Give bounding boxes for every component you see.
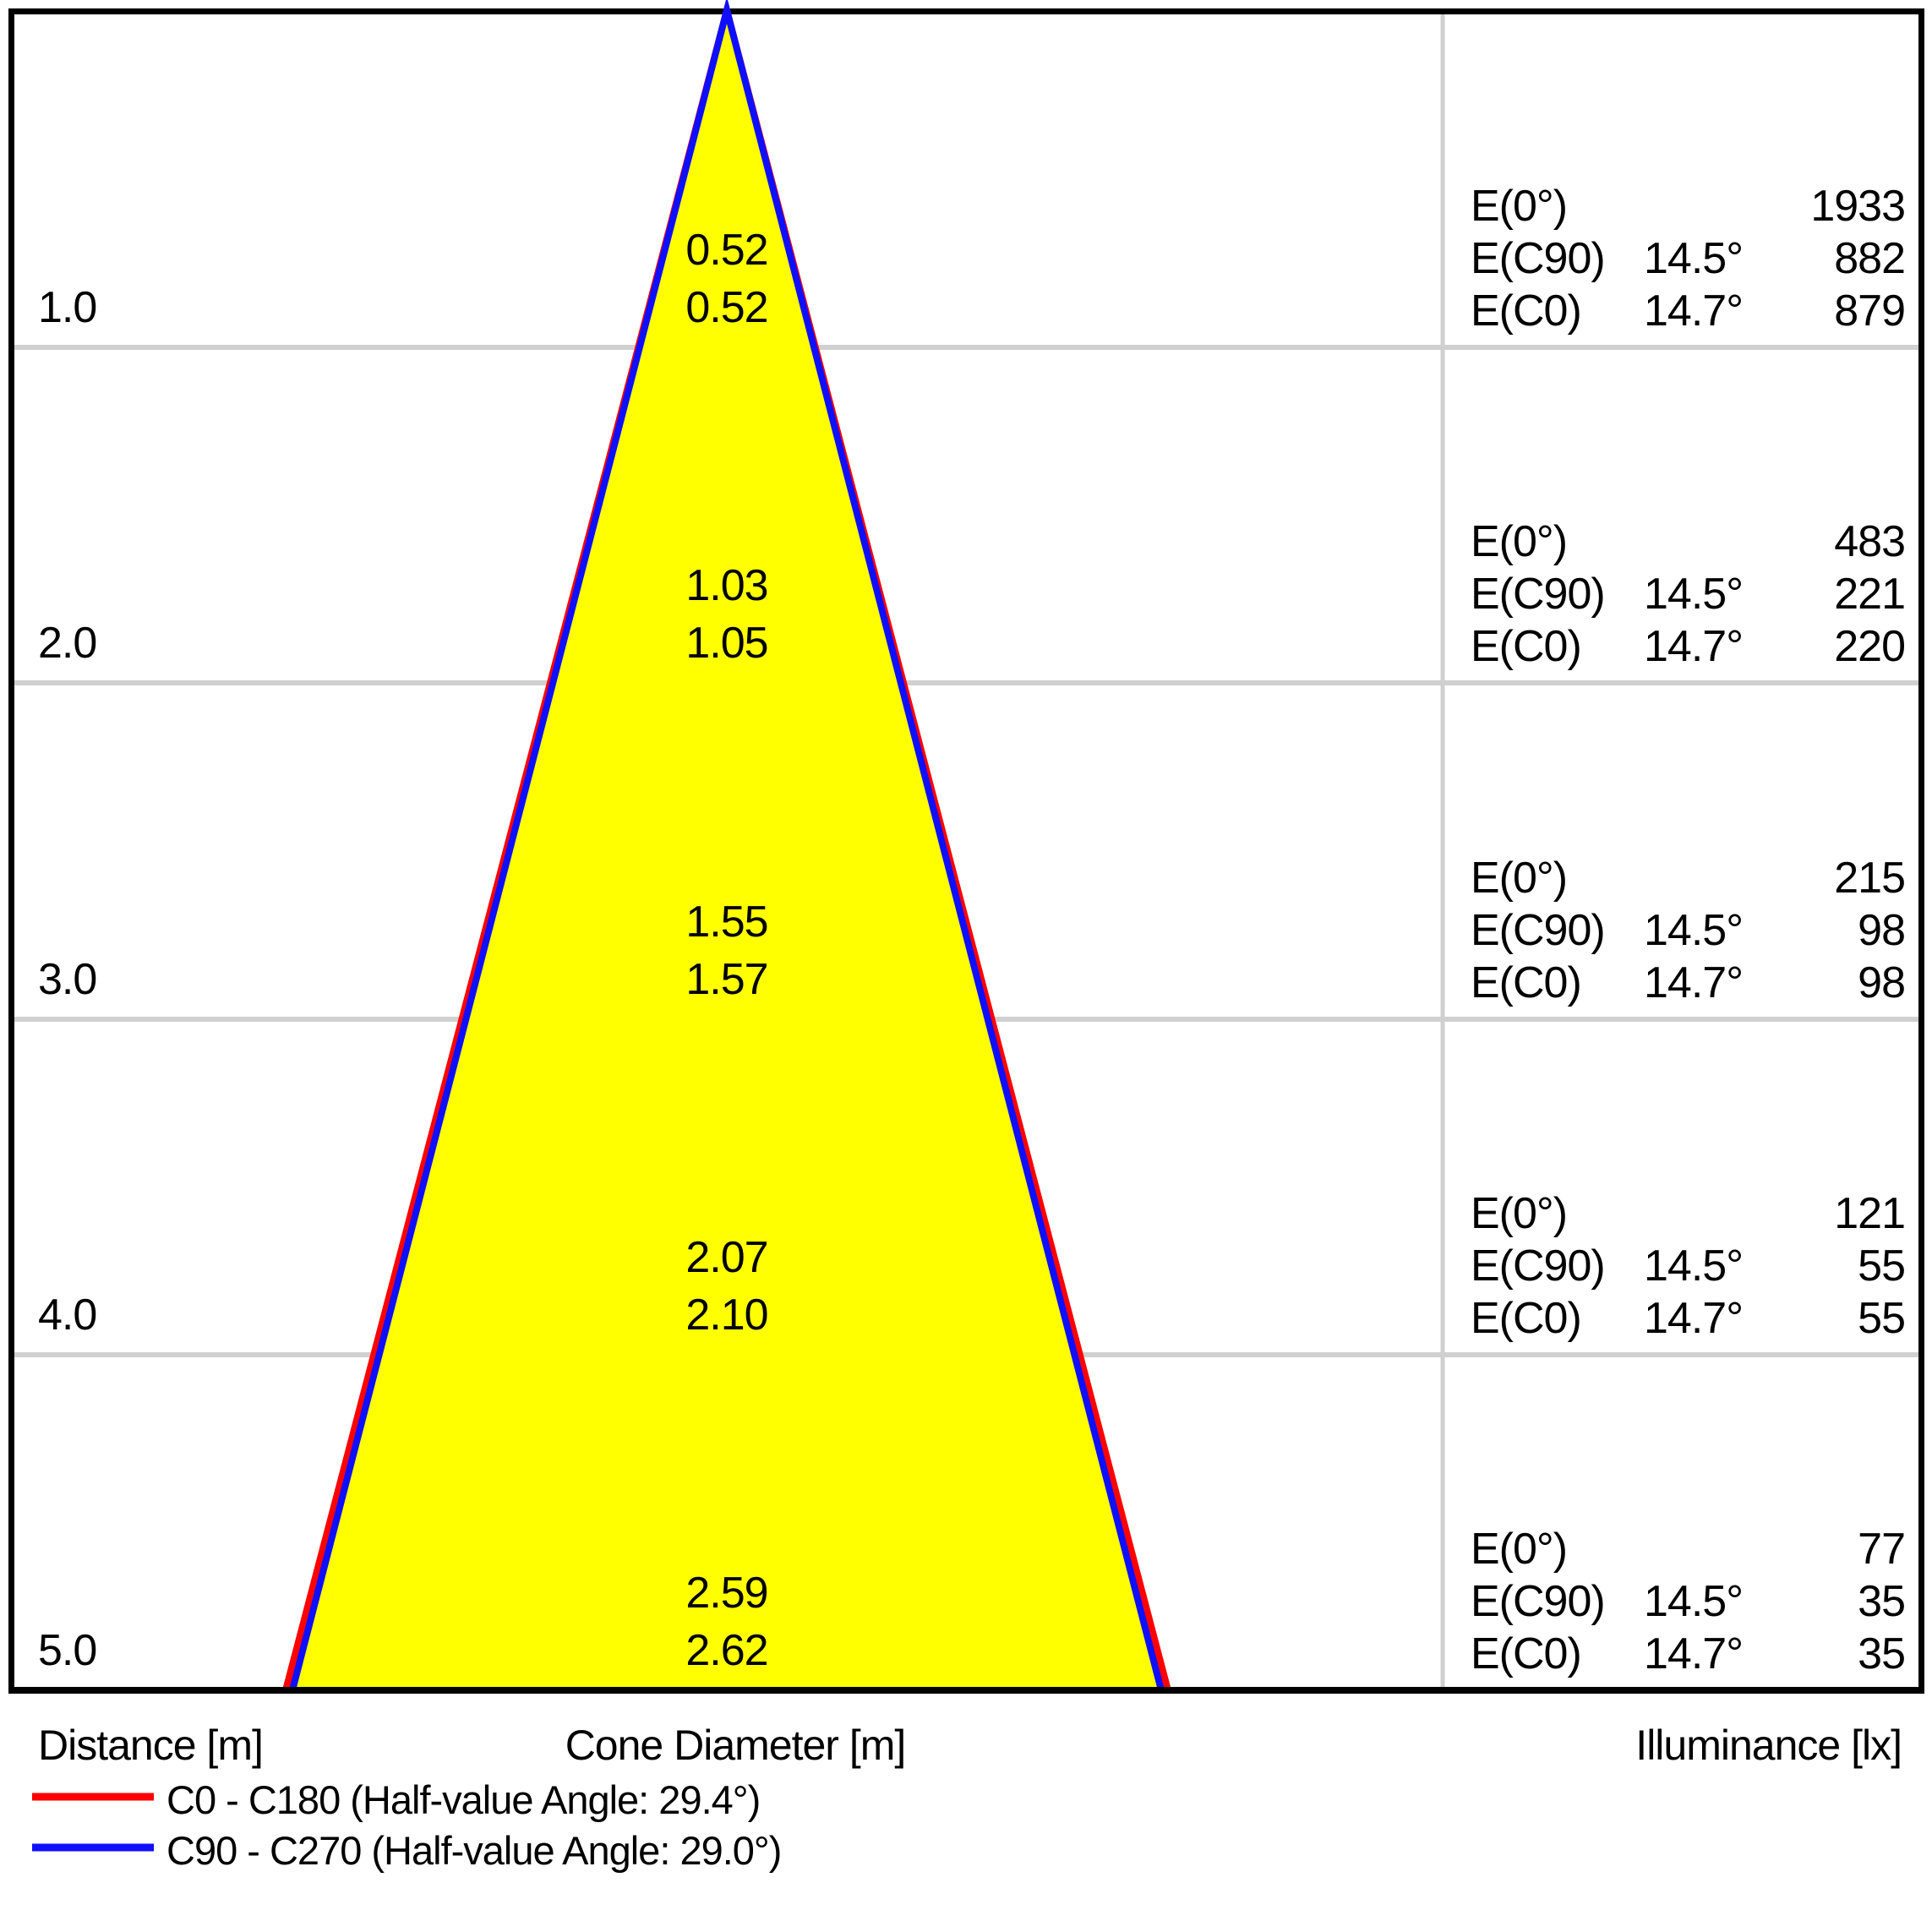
distance-label: 4.0 <box>38 1291 96 1340</box>
ec90-angle: 14.5° <box>1644 906 1743 955</box>
distance-axis-label: Distance [m] <box>38 1722 263 1769</box>
distance-label: 2.0 <box>38 619 96 668</box>
ec0-angle: 14.7° <box>1644 622 1743 671</box>
cone-diameter-c90: 1.55 <box>685 898 767 947</box>
ec90-angle: 14.5° <box>1644 570 1743 619</box>
table-row: 4.0 2.07 2.10 E(0°) 121 E(C90) 14.5° 55 … <box>38 1189 1906 1343</box>
e0-label: E(0°) <box>1471 854 1567 903</box>
table-row: 5.0 2.59 2.62 E(0°) 77 E(C90) 14.5° 35 E… <box>38 1525 1906 1678</box>
illuminance-axis-label: Illuminance [lx] <box>1635 1722 1902 1769</box>
ec90-angle: 14.5° <box>1644 234 1743 283</box>
ec90-value: 55 <box>1858 1242 1905 1291</box>
cone-fill <box>286 10 1168 1690</box>
legend: C0 - C180 (Half-value Angle: 29.4°) C90 … <box>32 1777 782 1873</box>
e0-label: E(0°) <box>1471 517 1567 566</box>
ec90-label: E(C90) <box>1471 570 1605 619</box>
ec0-label: E(C0) <box>1471 287 1581 336</box>
ec0-label: E(C0) <box>1471 958 1581 1007</box>
ec0-value: 98 <box>1858 958 1905 1007</box>
table-row: 1.0 0.52 0.52 E(0°) 1933 E(C90) 14.5° 88… <box>38 182 1906 336</box>
cone-diameter-c90: 1.03 <box>685 561 767 610</box>
cone-diameter-c90: 2.07 <box>685 1233 767 1282</box>
ec90-value: 882 <box>1834 234 1905 283</box>
distance-label: 3.0 <box>38 955 96 1004</box>
e0-label: E(0°) <box>1471 1525 1567 1574</box>
ec0-label: E(C0) <box>1471 1629 1581 1678</box>
distance-label: 1.0 <box>38 283 96 332</box>
table-row: 3.0 1.55 1.57 E(0°) 215 E(C90) 14.5° 98 … <box>38 854 1906 1007</box>
ec90-angle: 14.5° <box>1644 1242 1743 1291</box>
ec0-angle: 14.7° <box>1644 958 1743 1007</box>
cone-diameter-c0: 0.52 <box>685 283 767 332</box>
ec0-value: 879 <box>1834 287 1905 336</box>
e0-label: E(0°) <box>1471 182 1567 231</box>
cone-diameter-axis-label: Cone Diameter [m] <box>565 1722 906 1769</box>
cone-diameter-c0: 2.62 <box>685 1626 767 1675</box>
ec90-value: 35 <box>1858 1577 1905 1626</box>
e0-value: 121 <box>1834 1189 1905 1238</box>
cone-diameter-c0: 2.10 <box>685 1291 767 1340</box>
distance-label: 5.0 <box>38 1626 96 1675</box>
ec0-value: 35 <box>1858 1629 1905 1678</box>
ec90-angle: 14.5° <box>1644 1577 1743 1626</box>
ec0-angle: 14.7° <box>1644 1294 1743 1343</box>
cone-diameter-c90: 0.52 <box>685 226 767 275</box>
ec0-value: 55 <box>1858 1294 1905 1343</box>
e0-value: 215 <box>1834 854 1905 903</box>
cone-diameter-c90: 2.59 <box>685 1569 767 1618</box>
ec90-value: 221 <box>1834 570 1905 619</box>
e0-label: E(0°) <box>1471 1189 1567 1238</box>
ec90-label: E(C90) <box>1471 1242 1605 1291</box>
ec0-angle: 14.7° <box>1644 1629 1743 1678</box>
cone-diameter-c0: 1.05 <box>685 619 767 668</box>
legend-label-c90-c270: C90 - C270 (Half-value Angle: 29.0°) <box>166 1828 781 1873</box>
ec90-label: E(C90) <box>1471 906 1605 955</box>
cone-diameter-c0: 1.57 <box>685 955 767 1004</box>
ec90-value: 98 <box>1858 906 1905 955</box>
e0-value: 77 <box>1858 1525 1905 1574</box>
cone-edge-c90-c270 <box>289 0 1165 1692</box>
e0-value: 483 <box>1834 517 1905 566</box>
legend-label-c0-c180: C0 - C180 (Half-value Angle: 29.4°) <box>166 1777 760 1822</box>
table-row: 2.0 1.03 1.05 E(0°) 483 E(C90) 14.5° 221… <box>38 517 1906 671</box>
ec90-label: E(C90) <box>1471 1577 1605 1626</box>
ec0-label: E(C0) <box>1471 622 1581 671</box>
ec0-label: E(C0) <box>1471 1294 1581 1343</box>
e0-value: 1933 <box>1810 182 1905 231</box>
ec0-value: 220 <box>1834 622 1905 671</box>
ec0-angle: 14.7° <box>1644 287 1743 336</box>
ec90-label: E(C90) <box>1471 234 1605 283</box>
